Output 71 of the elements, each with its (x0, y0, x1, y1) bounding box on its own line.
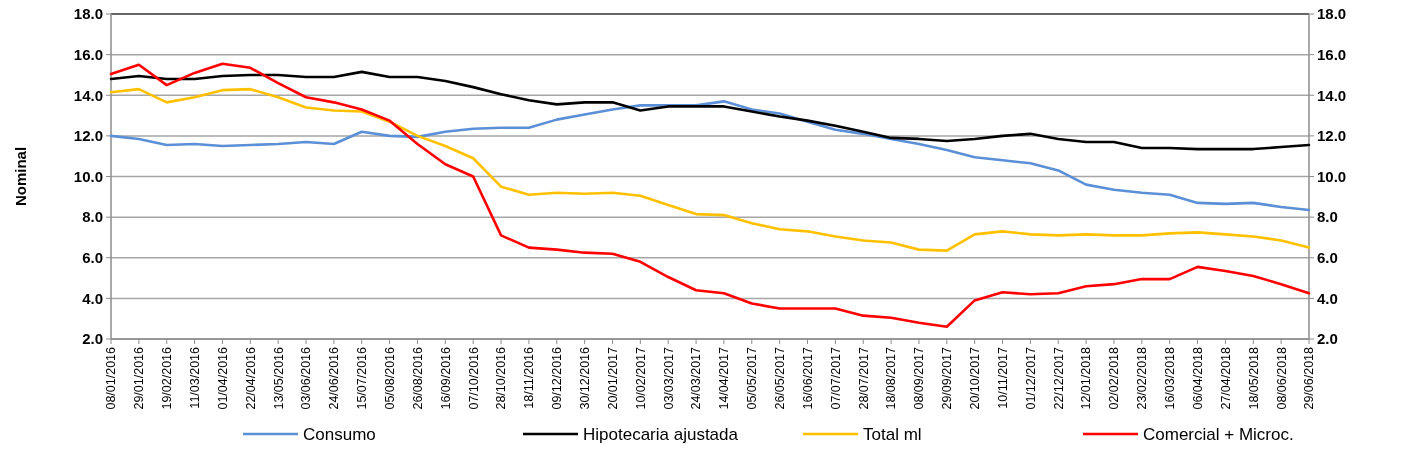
x-tick-label: 08/06/2018 (1274, 346, 1289, 410)
line-series (109, 100, 1311, 212)
x-tick-label: 18/08/2017 (884, 346, 899, 410)
x-tick-label: 24/06/2016 (327, 346, 342, 410)
x-tick-label: 28/10/2016 (494, 346, 509, 410)
x-tick-label: 01/04/2016 (215, 346, 230, 410)
y2-tick-label: 8.0 (1317, 208, 1338, 226)
y-tick-label: 2.0 (82, 330, 103, 348)
x-tick-label: 08/01/2016 (104, 346, 119, 410)
legend-label: Total ml (863, 425, 922, 444)
x-tick-label: 06/04/2018 (1190, 346, 1205, 410)
y2-tick-label: 2.0 (1317, 330, 1338, 348)
y2-tick-label: 12.0 (1317, 127, 1347, 145)
x-tick-label: 22/04/2016 (243, 346, 258, 410)
x-tick-label: 29/09/2017 (940, 346, 955, 410)
x-tick-label: 20/10/2017 (968, 346, 983, 410)
x-tick-label: 16/06/2017 (800, 346, 815, 410)
x-tick-label: 07/07/2017 (828, 346, 843, 410)
x-tick-label: 09/12/2016 (550, 346, 565, 410)
x-tick-label: 24/03/2017 (689, 346, 704, 410)
y-tick-label: 16.0 (73, 45, 103, 63)
x-tick-label: 11/03/2016 (187, 346, 202, 409)
x-tick-label: 03/06/2016 (299, 346, 314, 410)
x-tick-label: 08/09/2017 (912, 346, 927, 410)
y-tick-label: 10.0 (73, 167, 103, 185)
x-tick-label: 15/07/2016 (355, 346, 370, 410)
y2-tick-label: 4.0 (1317, 289, 1338, 307)
x-tick-label: 10/02/2017 (633, 346, 648, 410)
y-tick-label: 12.0 (73, 127, 103, 145)
y2-tick-label: 6.0 (1317, 249, 1338, 266)
x-tick-label: 05/05/2017 (745, 346, 760, 410)
legend-label: Comercial + Microc. (1143, 425, 1294, 444)
x-tick-label: 03/03/2017 (661, 346, 676, 410)
x-tick-label: 14/04/2017 (717, 346, 732, 410)
x-tick-label: 22/12/2017 (1051, 346, 1066, 410)
x-tick-label: 18/11/2016 (522, 346, 537, 409)
y-tick-label: 8.0 (82, 208, 103, 226)
x-tick-label: 30/12/2016 (578, 346, 592, 410)
x-tick-label: 19/02/2016 (160, 346, 175, 410)
y-tick-label: 4.0 (82, 289, 103, 307)
line-series (109, 62, 1311, 329)
x-tick-label: 13/05/2016 (271, 346, 286, 410)
x-tick-label: 23/02/2018 (1135, 346, 1150, 410)
y2-tick-label: 18.0 (1317, 5, 1347, 23)
x-tick-label: 28/07/2017 (856, 346, 871, 410)
y-axis-title: Nominal (12, 146, 29, 207)
y-tick-label: 18.0 (73, 5, 103, 23)
x-tick-label: 07/10/2016 (466, 346, 481, 410)
line-series (109, 70, 1311, 151)
line-series (109, 87, 1311, 252)
x-tick-label: 01/12/2017 (1023, 346, 1038, 410)
x-tick-label: 16/03/2018 (1163, 346, 1178, 410)
legend-label: Hipotecaria ajustada (583, 425, 739, 444)
x-tick-label: 29/01/2016 (132, 346, 147, 410)
x-tick-label: 26/08/2016 (410, 346, 425, 410)
x-tick-label: 27/04/2018 (1218, 346, 1233, 410)
y-tick-label: 6.0 (82, 249, 103, 266)
x-tick-label: 18/05/2018 (1246, 346, 1261, 410)
y2-tick-label: 14.0 (1317, 86, 1347, 104)
x-tick-label: 16/09/2016 (438, 346, 453, 410)
x-tick-label: 12/01/2018 (1079, 346, 1094, 410)
y2-tick-label: 10.0 (1317, 167, 1347, 185)
legend-label: Consumo (303, 425, 376, 444)
x-tick-label: 05/08/2016 (382, 346, 397, 410)
x-tick-label: 29/06/2018 (1302, 346, 1317, 410)
x-tick-label: 26/05/2017 (773, 346, 788, 410)
x-tick-label: 10/11/2017 (995, 346, 1010, 409)
y-tick-label: 14.0 (73, 86, 103, 104)
y2-tick-label: 16.0 (1317, 45, 1347, 63)
x-tick-label: 02/02/2018 (1107, 346, 1122, 410)
x-tick-label: 20/01/2017 (605, 346, 620, 410)
